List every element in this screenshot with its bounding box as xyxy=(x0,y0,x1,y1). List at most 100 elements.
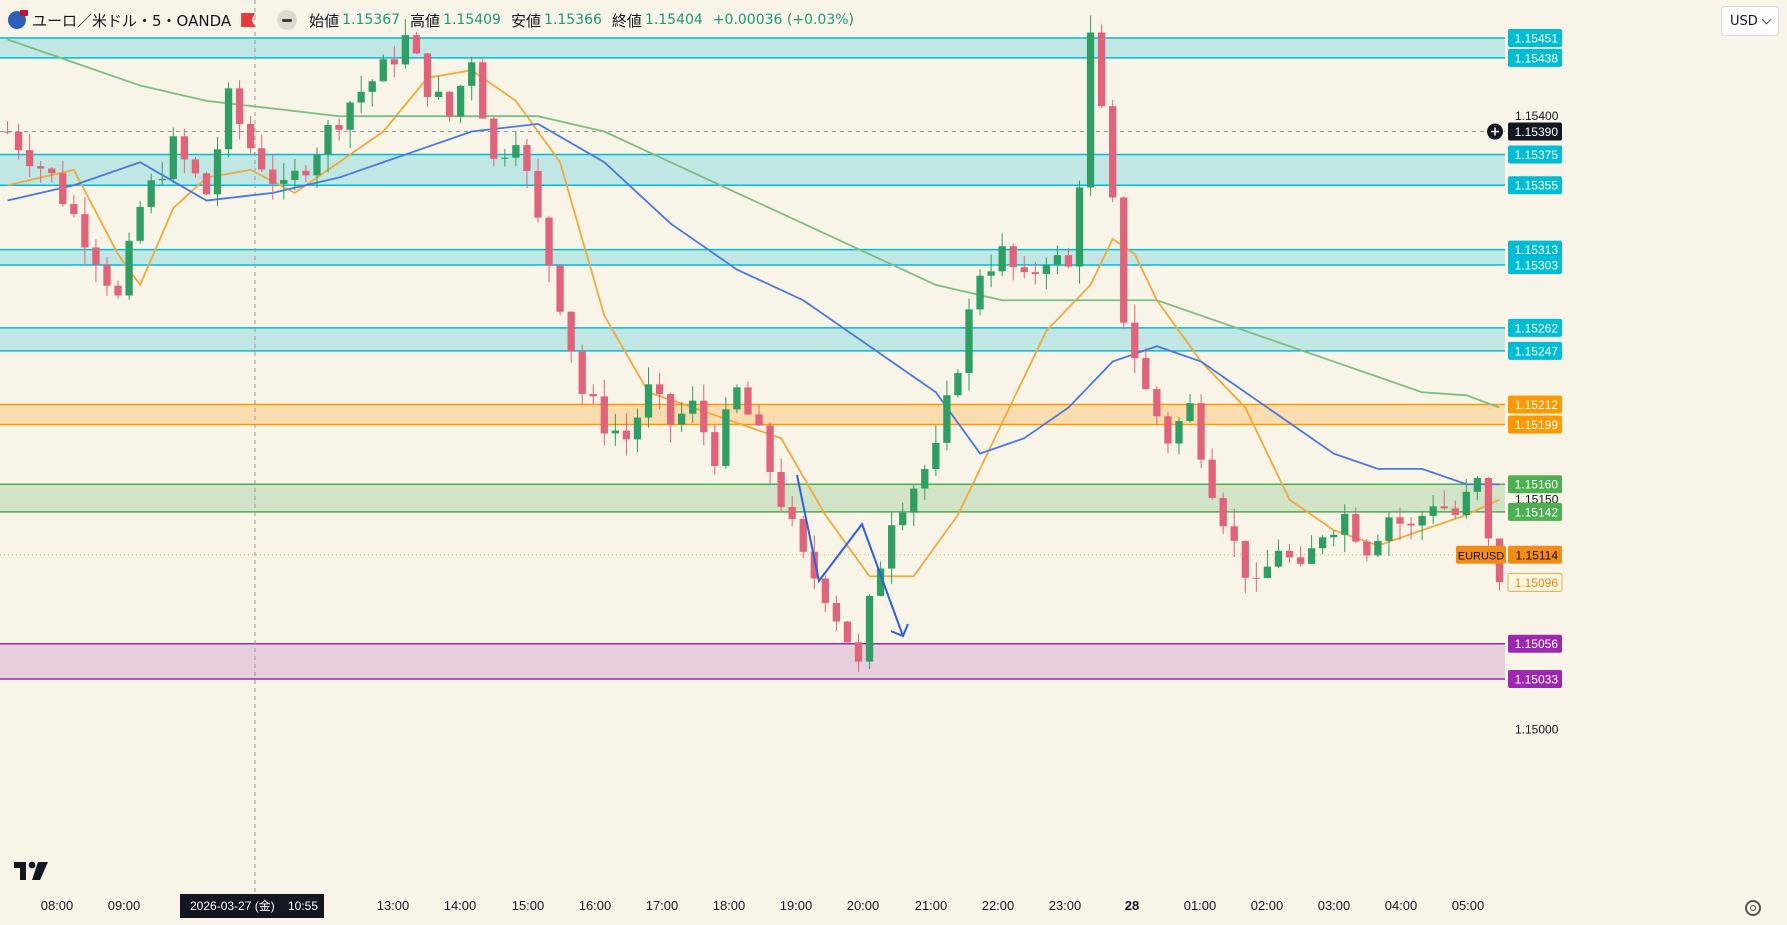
candle-up xyxy=(1186,403,1194,421)
candle-down xyxy=(48,168,56,174)
ma-slow-line xyxy=(7,38,1500,409)
currency-label: USD xyxy=(1730,13,1758,29)
candle-down xyxy=(1142,358,1150,390)
candle-up xyxy=(401,35,410,65)
open-label: 始値 xyxy=(309,11,340,30)
candle-up xyxy=(998,246,1006,272)
candle-up xyxy=(932,442,940,470)
candle-down xyxy=(37,166,45,169)
moving-average-layer xyxy=(7,38,1500,578)
time-tick-label: 13:00 xyxy=(377,898,410,913)
time-tick-label: 03:00 xyxy=(1318,898,1351,913)
candle-up xyxy=(1385,517,1393,541)
candle-up xyxy=(1330,534,1338,538)
crosshair-price-label-bg xyxy=(1508,122,1562,141)
price-axis: 1.154001.151501.150001.154511.154381.153… xyxy=(1456,29,1563,737)
candle-up xyxy=(501,157,509,159)
candle-down xyxy=(1020,267,1028,273)
candle-down xyxy=(1197,403,1205,460)
candle-up xyxy=(1263,566,1272,578)
current-price-label: 1.15114 xyxy=(1516,548,1559,562)
candle-up xyxy=(1319,537,1327,549)
time-tick-label: 02:00 xyxy=(1251,898,1284,913)
candle-up xyxy=(346,102,354,130)
currency-selector[interactable]: USD xyxy=(1721,6,1779,36)
collapse-icon[interactable] xyxy=(277,10,298,30)
level-label-orange-bg xyxy=(1508,395,1562,414)
candle-up xyxy=(611,430,620,434)
zone-cyan xyxy=(0,327,1505,351)
candle-down xyxy=(202,173,211,195)
level-label-orange-bg xyxy=(1508,415,1562,434)
candle-down xyxy=(81,214,89,248)
candle-up xyxy=(147,180,155,207)
level-label-purple: 1.15056 xyxy=(1515,637,1559,651)
candle-down xyxy=(1009,246,1017,268)
chevron-down-icon xyxy=(1761,14,1772,25)
candle-down xyxy=(1131,322,1139,359)
candle-down xyxy=(269,169,277,184)
candle-down xyxy=(655,384,664,395)
candle-down xyxy=(103,264,111,286)
candle-up xyxy=(965,309,973,373)
candle-up xyxy=(921,469,929,489)
level-label-purple-bg xyxy=(1508,634,1562,653)
candle-down xyxy=(1208,459,1216,498)
candle-down xyxy=(1296,557,1305,564)
level-label-orange: 1.15199 xyxy=(1515,418,1559,432)
candle-down xyxy=(1230,526,1238,541)
level-label-cyan-bg xyxy=(1508,48,1562,67)
settings-icon[interactable] xyxy=(1745,900,1761,916)
time-tick-label: 22:00 xyxy=(982,898,1015,913)
candle-up xyxy=(224,88,233,150)
candle-up xyxy=(910,488,918,513)
level-label-cyan: 1.15375 xyxy=(1515,148,1559,162)
level-label-cyan-bg xyxy=(1508,255,1562,274)
candle-down xyxy=(777,471,785,507)
candle-up xyxy=(887,525,896,569)
secondary-price-label-bg xyxy=(1507,572,1563,592)
level-label-green-bg xyxy=(1508,475,1562,494)
symbol-tag-label: EURUSD xyxy=(1458,550,1505,562)
crosshair-price-label: 1.15390 xyxy=(1515,125,1559,139)
candle-down xyxy=(766,425,774,472)
candle-down xyxy=(788,506,796,519)
candle-up xyxy=(1075,187,1084,267)
candle-up xyxy=(722,409,730,466)
time-tick-label: 21:00 xyxy=(915,898,948,913)
candle-down xyxy=(843,621,852,643)
symbol-title[interactable]: ユーロ／米ドル・5・OANDA xyxy=(32,11,232,30)
candle-down xyxy=(1252,577,1260,579)
candle-up xyxy=(357,91,365,103)
level-label-cyan-bg xyxy=(1508,318,1562,337)
candle-up xyxy=(1473,477,1482,492)
candle-down xyxy=(799,518,807,552)
candle-down xyxy=(191,159,200,174)
drawing-layer xyxy=(796,474,909,638)
level-label-cyan: 1.15303 xyxy=(1515,258,1559,272)
candle-down xyxy=(412,35,421,54)
candle-down xyxy=(3,131,12,133)
candle-down xyxy=(711,432,719,466)
zone-cyan xyxy=(0,249,1505,265)
candle-down xyxy=(854,642,863,662)
candle-down xyxy=(302,170,310,176)
flag-icon[interactable] xyxy=(241,13,256,27)
tradingview-logo-icon[interactable] xyxy=(12,860,52,882)
candle-up xyxy=(678,413,686,425)
candle-up xyxy=(954,372,962,396)
candle-up xyxy=(1053,255,1062,265)
candle-up xyxy=(1307,548,1316,564)
zone-layer xyxy=(0,37,1505,680)
candle-up xyxy=(512,145,520,158)
low-value: 1.15366 xyxy=(543,12,602,28)
time-axis: 08:00 09:00 13:00 14:00 15:00 16:00 17:00 18:00… xyxy=(41,894,1484,918)
candle-down xyxy=(59,173,67,205)
level-label-cyan: 1.15438 xyxy=(1515,51,1559,65)
candle-down xyxy=(556,265,564,312)
candle-up xyxy=(1462,491,1470,516)
ma-fast-line xyxy=(7,69,1500,578)
candle-up xyxy=(379,59,387,82)
candle-down xyxy=(14,131,23,151)
